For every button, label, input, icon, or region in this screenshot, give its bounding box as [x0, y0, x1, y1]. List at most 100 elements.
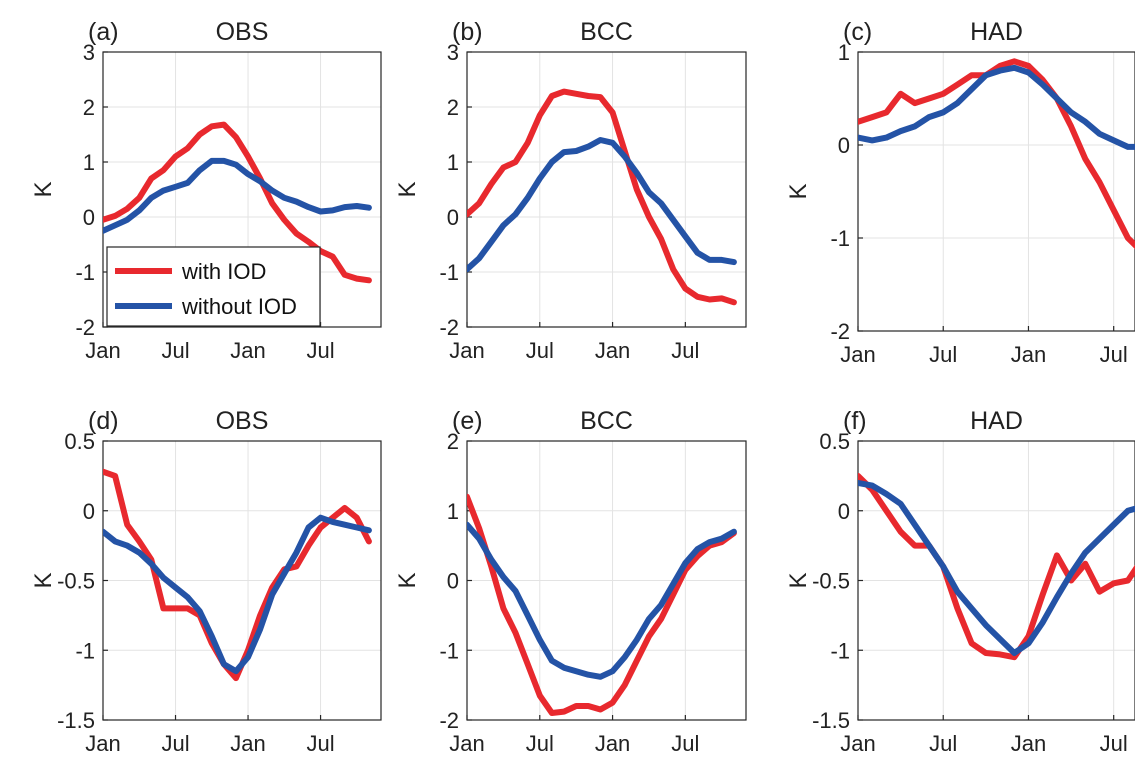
y-tick-label: -1	[75, 638, 95, 663]
panel-d: -1.5 -1 -0.5 0 0.5 Jan Jul Jan Jul K (d) OBS	[30, 407, 382, 756]
series-line-without-iod	[467, 521, 737, 680]
panel-title: BCC	[580, 18, 633, 46]
y-tick-label: 1	[447, 150, 459, 175]
series-line-with-iod	[858, 58, 1135, 250]
series-line-without-iod	[103, 157, 372, 234]
y-tick-label: -1	[830, 638, 850, 663]
x-tick-label: Jan	[449, 338, 484, 363]
x-tick-label: Jan	[449, 731, 484, 756]
x-tick-label: Jul	[526, 731, 554, 756]
panel-c: -2 -1 0 1 Jan Jul Jan Jul K (c) HAD	[785, 18, 1135, 367]
x-tick-label: Jan	[230, 338, 265, 363]
panel-letter: (f)	[843, 407, 867, 435]
y-tick-label: 0	[838, 499, 850, 524]
y-tick-label: -2	[75, 315, 95, 340]
series-group	[467, 493, 737, 716]
series-group	[467, 88, 737, 306]
y-axis-label: K	[394, 181, 421, 197]
series-line-without-iod	[103, 514, 372, 675]
y-tick-label: 2	[447, 95, 459, 120]
legend-label-without-iod: without IOD	[181, 294, 297, 319]
panel-f: -1.5 -1 -0.5 0 0.5 Jan Jul Jan Jul K (f) HAD	[785, 407, 1135, 756]
legend: with IOD without IOD	[106, 246, 321, 327]
panel-letter: (e)	[452, 407, 483, 435]
series-line-with-iod	[467, 88, 737, 306]
x-tick-label: Jul	[526, 338, 554, 363]
y-tick-label: -2	[830, 319, 850, 344]
x-tick-label: Jul	[929, 731, 957, 756]
x-tick-label: Jul	[929, 342, 957, 367]
axis-box	[466, 51, 747, 328]
y-tick-label: 0.5	[819, 429, 850, 454]
panel-title: OBS	[216, 407, 269, 435]
panel-b: -2 -1 0 1 2 3 Jan Jul Jan Jul K (b) BCC	[394, 18, 747, 363]
y-tick-label: -1	[439, 638, 459, 663]
y-tick-label: -2	[439, 315, 459, 340]
y-axis-label: K	[394, 572, 421, 588]
y-tick-label: 1	[83, 150, 95, 175]
y-tick-label: -1.5	[812, 708, 850, 733]
x-tick-label: Jan	[840, 342, 875, 367]
axis-box	[857, 51, 1135, 332]
y-tick-label: 0	[447, 569, 459, 594]
y-tick-label: 2	[447, 429, 459, 454]
panel-title: HAD	[970, 18, 1023, 46]
y-tick-label: 0	[83, 499, 95, 524]
x-tick-label: Jul	[307, 731, 335, 756]
series-line-with-iod	[467, 493, 737, 716]
y-tick-label: 0	[83, 205, 95, 230]
x-tick-label: Jan	[595, 338, 630, 363]
x-tick-label: Jan	[1011, 731, 1046, 756]
series-line-without-iod	[467, 137, 737, 273]
y-axis-label: K	[30, 572, 57, 588]
y-tick-label: 0	[447, 205, 459, 230]
y-tick-label: -1	[75, 260, 95, 285]
x-tick-label: Jul	[671, 731, 699, 756]
y-tick-label: 3	[83, 40, 95, 65]
panel-a: -2 -1 0 1 2 3 Jan Jul Jan Jul K (a) OBS with IOD witho…	[30, 18, 382, 363]
panel-letter: (d)	[88, 407, 119, 435]
series-line-with-iod	[858, 472, 1135, 661]
series-group	[103, 121, 372, 284]
x-tick-label: Jan	[85, 731, 120, 756]
series-group	[858, 472, 1135, 661]
panel-letter: (b)	[452, 18, 483, 46]
y-axis-label: K	[785, 183, 812, 199]
x-tick-label: Jul	[161, 338, 189, 363]
series-line-with-iod	[103, 121, 372, 284]
y-tick-label: -1	[830, 226, 850, 251]
y-tick-label: 1	[447, 499, 459, 524]
y-tick-label: -2	[439, 708, 459, 733]
panel-e: -2 -1 0 1 2 Jan Jul Jan Jul K (e) BCC	[394, 407, 747, 756]
x-tick-label: Jan	[1011, 342, 1046, 367]
x-tick-label: Jan	[85, 338, 120, 363]
axis-box	[102, 51, 382, 328]
y-tick-label: 2	[83, 95, 95, 120]
series-group	[103, 468, 372, 682]
x-tick-label: Jan	[595, 731, 630, 756]
x-tick-label: Jul	[161, 731, 189, 756]
y-tick-label: -0.5	[812, 569, 850, 594]
y-tick-label: -1.5	[57, 708, 95, 733]
series-line-without-iod	[858, 479, 1135, 656]
y-tick-label: 1	[838, 40, 850, 65]
y-axis-label: K	[785, 572, 812, 588]
x-tick-label: Jan	[230, 731, 265, 756]
panel-title: BCC	[580, 407, 633, 435]
series-line-without-iod	[858, 64, 1135, 150]
y-axis-label: K	[30, 181, 57, 197]
x-tick-label: Jul	[1100, 731, 1128, 756]
series-group	[858, 58, 1135, 250]
y-tick-label: 0	[838, 133, 850, 158]
x-tick-label: Jul	[671, 338, 699, 363]
y-tick-label: 3	[447, 40, 459, 65]
panel-title: HAD	[970, 407, 1023, 435]
panel-letter: (c)	[843, 18, 872, 46]
x-tick-label: Jan	[840, 731, 875, 756]
panel-letter: (a)	[88, 18, 119, 46]
series-line-with-iod	[103, 468, 372, 682]
y-tick-label: -1	[439, 260, 459, 285]
panel-title: OBS	[216, 18, 269, 46]
legend-label-with-iod: with IOD	[181, 259, 266, 284]
